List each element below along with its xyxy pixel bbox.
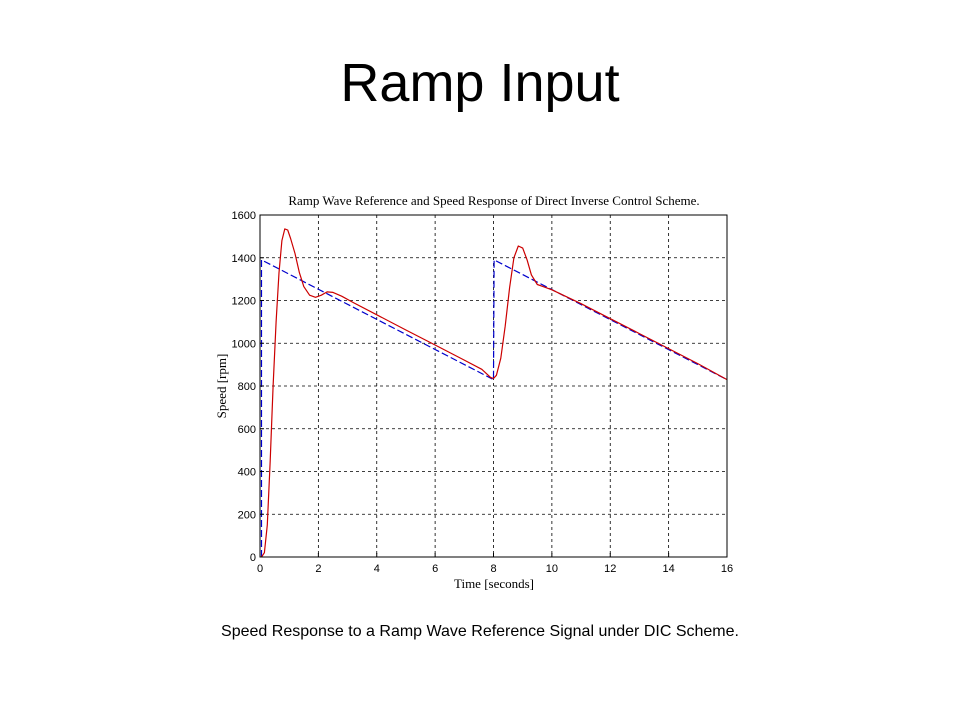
y-tick-label: 1000	[232, 338, 256, 350]
y-axis-label: Speed [rpm]	[214, 354, 229, 419]
reference-series-line	[260, 259, 728, 557]
x-tick-label: 6	[432, 563, 438, 575]
y-tick-label: 1600	[232, 210, 256, 222]
x-tick-label: 12	[604, 563, 616, 575]
x-tick-label: 4	[374, 563, 380, 575]
x-tick-label: 0	[257, 563, 263, 575]
plot-series	[260, 228, 728, 558]
x-tick-label: 2	[315, 563, 321, 575]
x-tick-label: 10	[546, 563, 558, 575]
x-axis-label: Time [seconds]	[454, 576, 534, 591]
axis-ticks: 0 2 4 6 8 10 12 14 16 0 200 400 600 800 1000 1200 1400 16…	[232, 210, 734, 575]
x-tick-label: 8	[490, 563, 496, 575]
chart-title: Ramp Wave Reference and Speed Response o…	[288, 193, 699, 208]
slide-title: Ramp Input	[340, 53, 620, 113]
y-tick-label: 1400	[232, 253, 256, 265]
y-tick-label: 800	[238, 381, 256, 393]
figure-caption: Speed Response to a Ramp Wave Reference …	[221, 623, 739, 640]
y-tick-label: 0	[250, 552, 256, 564]
y-tick-label: 1200	[232, 296, 256, 308]
response-series-line	[261, 228, 728, 558]
y-tick-label: 400	[238, 467, 256, 479]
y-tick-label: 600	[238, 424, 256, 436]
x-tick-label: 16	[721, 563, 733, 575]
x-tick-label: 14	[663, 563, 675, 575]
y-tick-label: 200	[238, 509, 256, 521]
